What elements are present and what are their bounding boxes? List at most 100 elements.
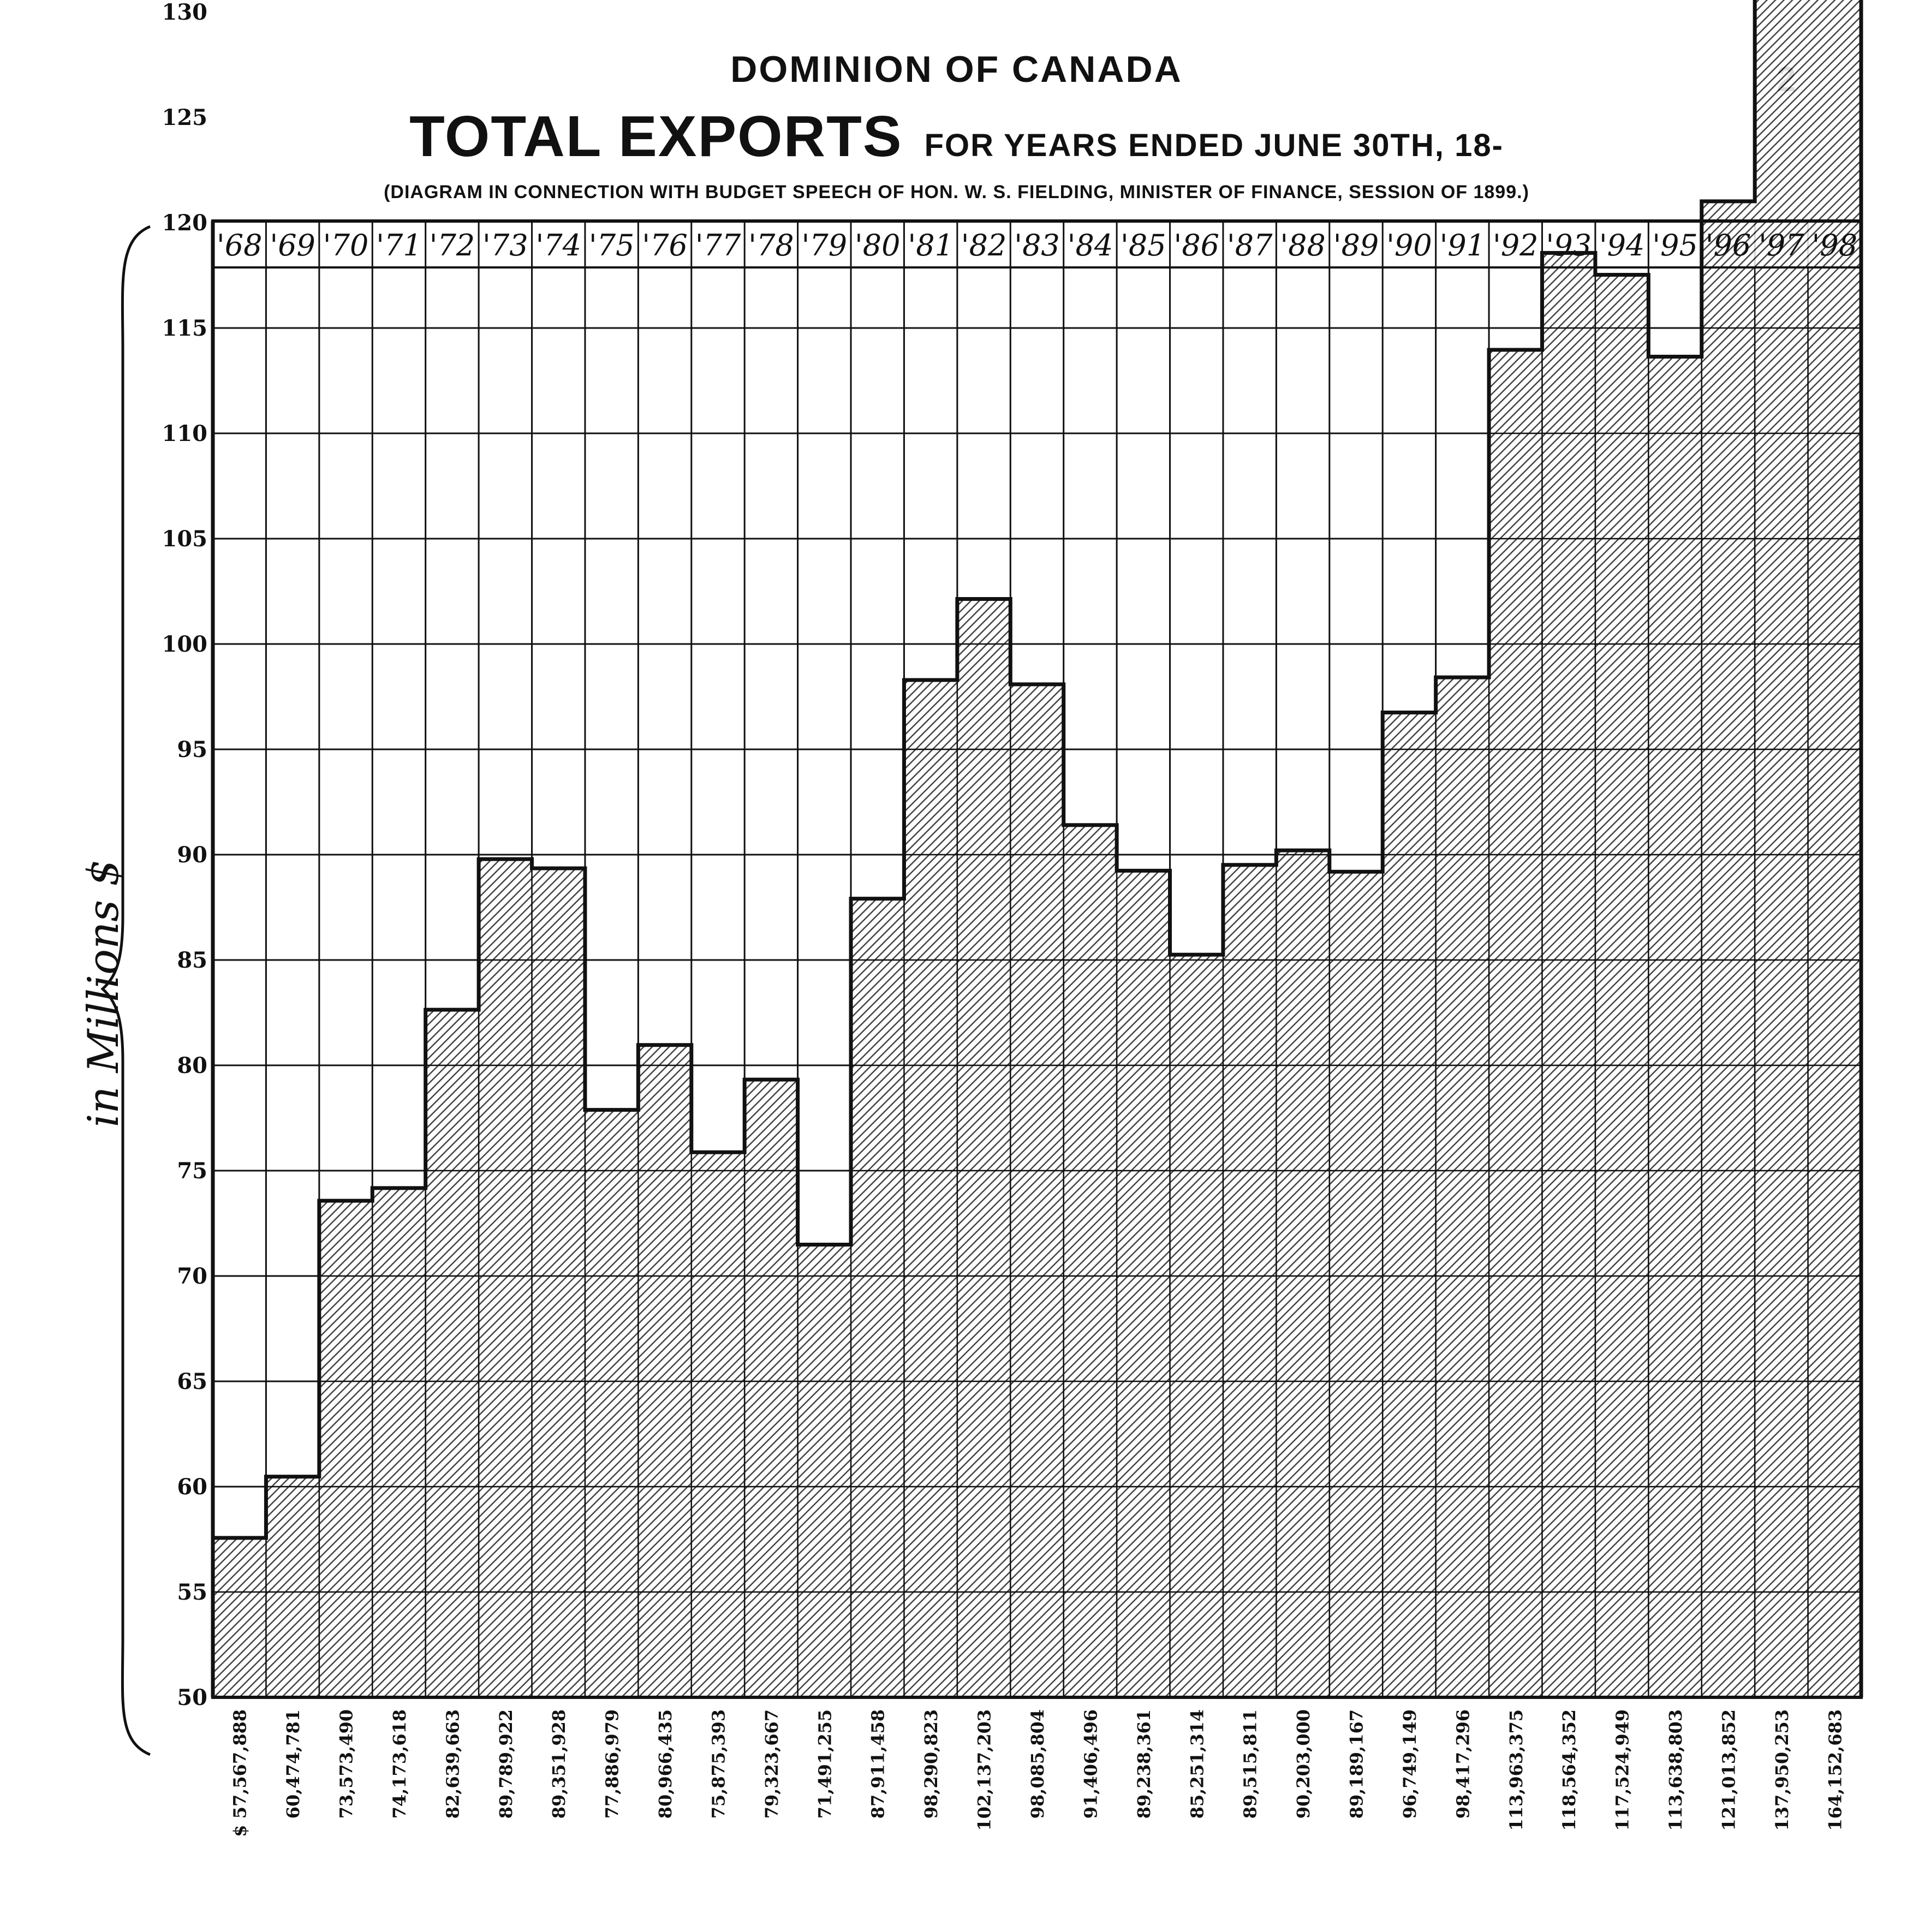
year-label: '87	[1227, 228, 1273, 263]
year-label: '85	[1121, 228, 1166, 263]
year-label: '69	[270, 228, 315, 263]
bar	[1755, 0, 1808, 1698]
bar	[1117, 870, 1170, 1697]
bar	[744, 1080, 798, 1697]
y-tick-label: 80	[177, 1053, 207, 1078]
y-tick-label: 120	[162, 210, 208, 236]
year-label: '94	[1599, 228, 1645, 263]
year-label: '75	[589, 228, 635, 263]
bar	[1382, 712, 1436, 1697]
value-label: 73,573,490	[336, 1709, 357, 1818]
year-label: '74	[535, 228, 581, 263]
value-label: 89,789,922	[496, 1709, 516, 1818]
bar	[1435, 677, 1489, 1697]
value-label: 102,137,203	[974, 1709, 995, 1831]
bar	[213, 1537, 266, 1697]
bar-outline	[211, 0, 1863, 1697]
value-label: 89,351,928	[549, 1709, 569, 1818]
bar	[532, 868, 585, 1697]
year-label: '82	[961, 228, 1007, 263]
value-label: 80,966,435	[655, 1709, 676, 1818]
chart-title: TOTAL EXPORTS	[409, 104, 903, 169]
bar	[797, 1244, 851, 1697]
y-tick-label: 70	[177, 1263, 207, 1289]
value-label: 60,474,781	[283, 1709, 303, 1818]
bar	[1329, 872, 1383, 1697]
year-label: '83	[1014, 228, 1060, 263]
year-label: '72	[430, 228, 475, 263]
year-label: '70	[323, 228, 369, 263]
year-label: '81	[908, 228, 953, 263]
y-tick-label: 85	[177, 947, 207, 973]
value-label: 87,911,458	[868, 1709, 889, 1818]
year-label: '95	[1652, 228, 1698, 263]
year-label: '71	[376, 228, 422, 263]
bar	[851, 898, 904, 1697]
bar	[425, 1010, 479, 1697]
brace-decoration	[100, 225, 151, 1756]
bar	[1648, 356, 1702, 1697]
year-label: '76	[642, 228, 688, 263]
year-label: '93	[1546, 228, 1592, 263]
bar	[1595, 275, 1649, 1698]
y-tick-label: 95	[177, 737, 207, 762]
bar	[1170, 955, 1223, 1697]
bar	[1701, 201, 1755, 1698]
bar	[691, 1152, 745, 1697]
year-label: '90	[1386, 228, 1432, 263]
value-label: 113,638,803	[1665, 1709, 1686, 1831]
value-label: 91,406,496	[1080, 1709, 1101, 1818]
y-tick-label: 115	[162, 315, 208, 341]
y-tick-label: 60	[177, 1474, 207, 1500]
value-label: 96,749,149	[1399, 1709, 1420, 1818]
value-label: 85,251,314	[1187, 1709, 1207, 1818]
value-label: 74,173,618	[389, 1709, 410, 1818]
bar	[1063, 825, 1117, 1697]
bar	[957, 599, 1011, 1697]
plot-frame	[211, 219, 1863, 1699]
bar	[1010, 684, 1064, 1697]
year-label: '80	[855, 228, 901, 263]
year-label: '92	[1493, 228, 1539, 263]
bar	[1223, 864, 1277, 1697]
value-label: 121,013,852	[1718, 1709, 1739, 1831]
bar	[319, 1201, 373, 1697]
header-line1: DOMINION OF CANADA	[730, 49, 1183, 90]
value-label: 98,085,804	[1027, 1709, 1048, 1818]
bar	[638, 1045, 692, 1697]
y-tick-label: 50	[177, 1685, 207, 1710]
year-label: '68	[217, 228, 263, 263]
y-tick-label: 125	[162, 105, 208, 130]
bar	[1489, 350, 1542, 1698]
y-tick-label: 90	[177, 842, 207, 868]
bar	[1276, 850, 1330, 1697]
value-label: 89,189,167	[1346, 1709, 1367, 1818]
y-tick-label: 65	[177, 1369, 207, 1394]
chart-subtitle: (DIAGRAM IN CONNECTION WITH BUDGET SPEEC…	[384, 182, 1529, 202]
year-label: '73	[482, 228, 528, 263]
value-label: 98,290,823	[921, 1709, 941, 1818]
year-label: '89	[1333, 228, 1379, 263]
bar	[1542, 253, 1595, 1697]
y-tick-label: 130	[162, 0, 208, 25]
year-label: '77	[695, 228, 741, 263]
bars	[211, 0, 1863, 1698]
bar	[904, 679, 957, 1697]
year-label: '84	[1068, 228, 1113, 263]
y-tick-label: 75	[177, 1158, 207, 1184]
year-label: '98	[1812, 228, 1858, 263]
y-tick-label: 110	[162, 421, 208, 446]
year-label: '96	[1706, 228, 1751, 263]
year-label: '97	[1759, 228, 1804, 263]
year-label: '91	[1440, 228, 1486, 263]
title-line: TOTAL EXPORTS FOR YEARS ENDED JUNE 30TH, …	[0, 104, 1913, 170]
bar	[479, 859, 532, 1697]
value-label: 75,875,393	[708, 1709, 729, 1818]
year-label: '86	[1173, 228, 1219, 263]
value-label: 89,515,811	[1240, 1709, 1261, 1818]
y-tick-label: 100	[162, 631, 208, 657]
year-label: '78	[748, 228, 794, 263]
y-tick-label: 105	[162, 526, 208, 552]
bar	[585, 1110, 639, 1697]
